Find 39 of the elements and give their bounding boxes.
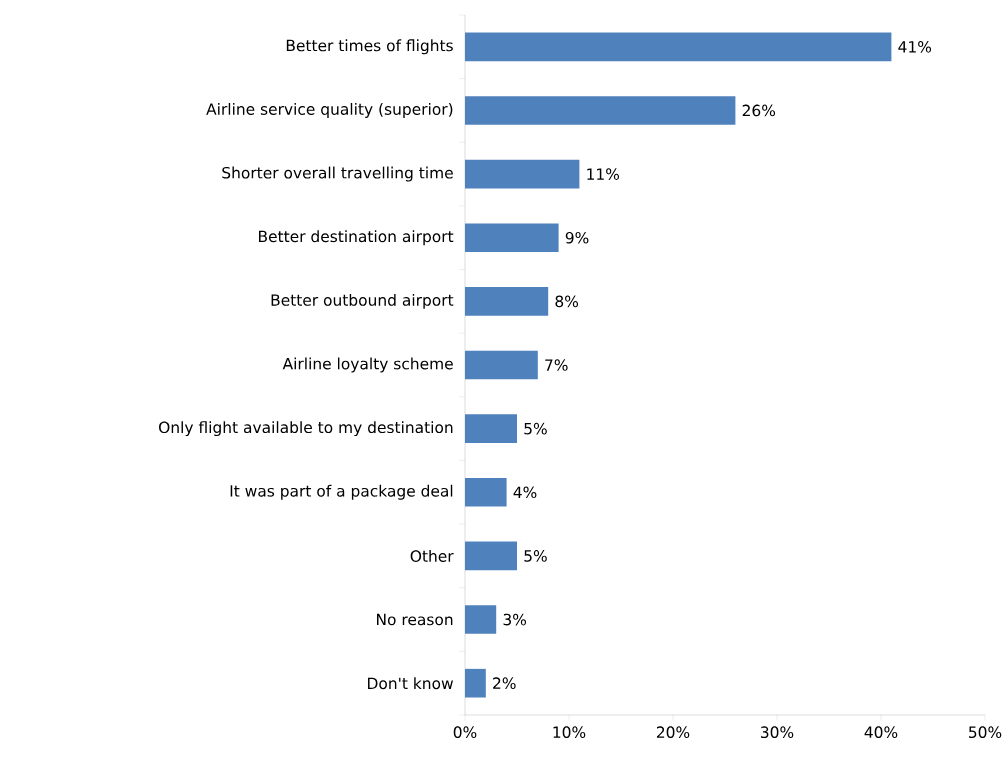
data-label: 3% [503,613,527,626]
bar [465,414,517,443]
y-tick-label: Only flight available to my destination [159,421,453,437]
bar [465,96,736,125]
bar [465,477,507,507]
data-label: 5% [524,422,547,435]
bar [465,223,559,253]
x-tick-label: 40% [864,726,898,739]
data-label: 9% [565,231,589,244]
bar [465,287,549,316]
data-label: 4% [513,486,537,499]
y-tick-label: No reason [377,613,453,626]
data-label: 7% [545,359,568,371]
bar [465,605,497,634]
bar [465,350,538,380]
y-tick-label: Better times of flights [286,39,453,55]
data-label: 11% [587,168,620,180]
y-tick-label: Better destination airport [259,230,454,246]
data-label: 2% [493,677,516,690]
x-tick-label: 20% [656,726,690,739]
y-tick-label: Don't know [368,677,453,690]
y-tick-label: Other [410,549,454,562]
bar [465,668,486,698]
bar [465,32,892,62]
data-label: 41% [898,40,932,53]
data-label: 5% [524,550,547,562]
y-tick-label: Better outbound airport [271,293,454,309]
bar [465,159,580,189]
y-tick-label: Airline service quality (superior) [206,102,453,118]
data-label: 8% [555,295,579,308]
bar [465,541,517,571]
y-tick-label: Airline loyalty scheme [282,357,453,373]
x-tick-label: 0% [453,726,477,739]
data-label: 26% [742,104,776,117]
x-tick-label: 10% [553,726,586,739]
y-tick-label: Shorter overall travelling time [222,166,453,182]
x-tick-label: 30% [761,726,794,739]
y-tick-label: It was part of a package deal [230,484,453,500]
x-tick-label: 50% [969,726,1002,739]
